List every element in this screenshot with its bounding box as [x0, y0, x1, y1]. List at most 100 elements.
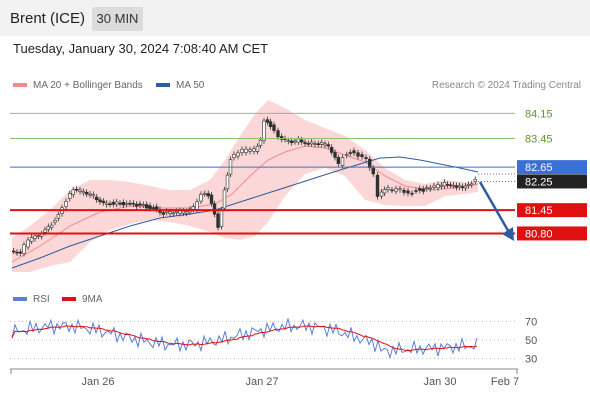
candle-body: [164, 210, 169, 213]
ma9-legend-label: 9MA: [82, 294, 103, 305]
candle-body: [356, 152, 360, 157]
candle-body: [457, 185, 462, 188]
credits: Research © 2024 Trading Central: [431, 80, 581, 91]
candle-body: [199, 194, 203, 202]
candle-body: [144, 204, 149, 209]
instrument-title: Brent (ICE): [10, 10, 86, 27]
candle-body: [138, 203, 142, 206]
candle-body: [371, 167, 375, 175]
x-tick-feb7: Feb 7: [490, 376, 520, 388]
candle-body: [445, 183, 450, 186]
candle-body: [379, 191, 384, 197]
ma50-label: MA 50: [176, 80, 205, 91]
candle-body: [410, 192, 414, 195]
candle-body: [460, 186, 465, 189]
candle-body: [209, 194, 214, 204]
candle-body: [439, 184, 444, 187]
candle-body: [473, 179, 477, 182]
price-label-83.45: 83.45: [525, 133, 553, 145]
x-tick-jan27: Jan 27: [245, 376, 279, 388]
candle-body: [219, 209, 224, 227]
price-label-84.15: 84.15: [525, 108, 553, 120]
candle-body: [329, 146, 334, 153]
candle-body: [81, 191, 86, 194]
candle-body: [390, 189, 394, 192]
candle-body: [53, 220, 57, 223]
candle-body: [368, 158, 372, 169]
candle-body: [406, 190, 410, 194]
candle-body: [154, 206, 159, 210]
candle-body: [319, 142, 324, 145]
x-axis: Jan 26 Jan 27 Jan 30 Feb 7: [0, 368, 590, 400]
candle-body: [428, 187, 432, 190]
candle-body: [262, 120, 266, 142]
candle-body: [244, 148, 248, 153]
candle-body: [225, 174, 230, 190]
candle-body: [364, 157, 368, 159]
candle-body: [336, 157, 341, 164]
price-tag-82.25: [517, 174, 587, 189]
candle-body: [265, 119, 270, 123]
candle-body: [454, 185, 459, 188]
candle-body: [463, 185, 468, 189]
candle-body: [316, 143, 321, 145]
candle-body: [108, 203, 112, 206]
candle-body: [306, 143, 311, 145]
candle-body: [128, 202, 132, 205]
price-label-82.25: 82.25: [525, 176, 553, 188]
candle-body: [134, 203, 139, 207]
candle-body: [299, 139, 304, 143]
candle-body: [22, 244, 26, 254]
interval-badge[interactable]: 30 MIN: [92, 7, 143, 31]
bollinger-swatch: [13, 83, 27, 88]
candle-body: [340, 157, 345, 166]
candle-body: [398, 188, 402, 191]
x-axis-line: [10, 368, 518, 374]
candle-body: [442, 181, 447, 187]
candle-body: [323, 143, 327, 146]
price-chart: 84.15 83.45 82.65 82.25 81.45 80.80: [10, 100, 587, 272]
candle-body: [118, 202, 122, 205]
bollinger-label: MA 20 + Bollinger Bands: [33, 80, 143, 91]
rsi-level-label: 30: [525, 354, 537, 366]
candle-body: [131, 202, 136, 205]
candle-body: [248, 149, 252, 152]
candle-body: [414, 190, 418, 192]
candle-body: [151, 207, 156, 209]
candle-body: [98, 199, 102, 203]
candle-body: [296, 138, 301, 143]
candle-body: [432, 185, 436, 188]
candle-body: [181, 210, 186, 214]
candle-body: [236, 152, 240, 157]
ma9-swatch: [62, 297, 76, 301]
candle-body: [258, 139, 263, 146]
candle-body: [345, 154, 349, 157]
candle-body: [174, 211, 179, 213]
candle-body: [184, 211, 189, 214]
timestamp: Tuesday, January 30, 2024 7:08:40 AM CET: [13, 41, 269, 56]
candle-body: [88, 193, 92, 196]
candle-body: [216, 213, 220, 228]
candle-body: [352, 150, 356, 154]
candle-body: [421, 188, 425, 192]
candle-body: [382, 189, 387, 194]
candle-body: [436, 184, 440, 189]
candle-body: [46, 226, 51, 230]
header-bar: Brent (ICE) 30 MIN: [0, 0, 590, 36]
price-tag-81.45: [517, 203, 587, 218]
candle-body: [255, 146, 260, 152]
candle-body: [78, 189, 82, 192]
candle-body: [418, 188, 422, 191]
candle-body: [466, 184, 471, 187]
candle-body: [18, 251, 23, 254]
price-tag-80.80: [517, 226, 587, 241]
candle-body: [141, 204, 146, 206]
candle-body: [74, 188, 79, 191]
candle-body: [402, 189, 406, 193]
candle-body: [451, 184, 456, 187]
candle-body: [148, 205, 152, 209]
x-tick-jan26: Jan 26: [81, 376, 115, 388]
candle-body: [11, 250, 16, 253]
candle-body: [303, 141, 307, 144]
candle-body: [49, 224, 54, 228]
